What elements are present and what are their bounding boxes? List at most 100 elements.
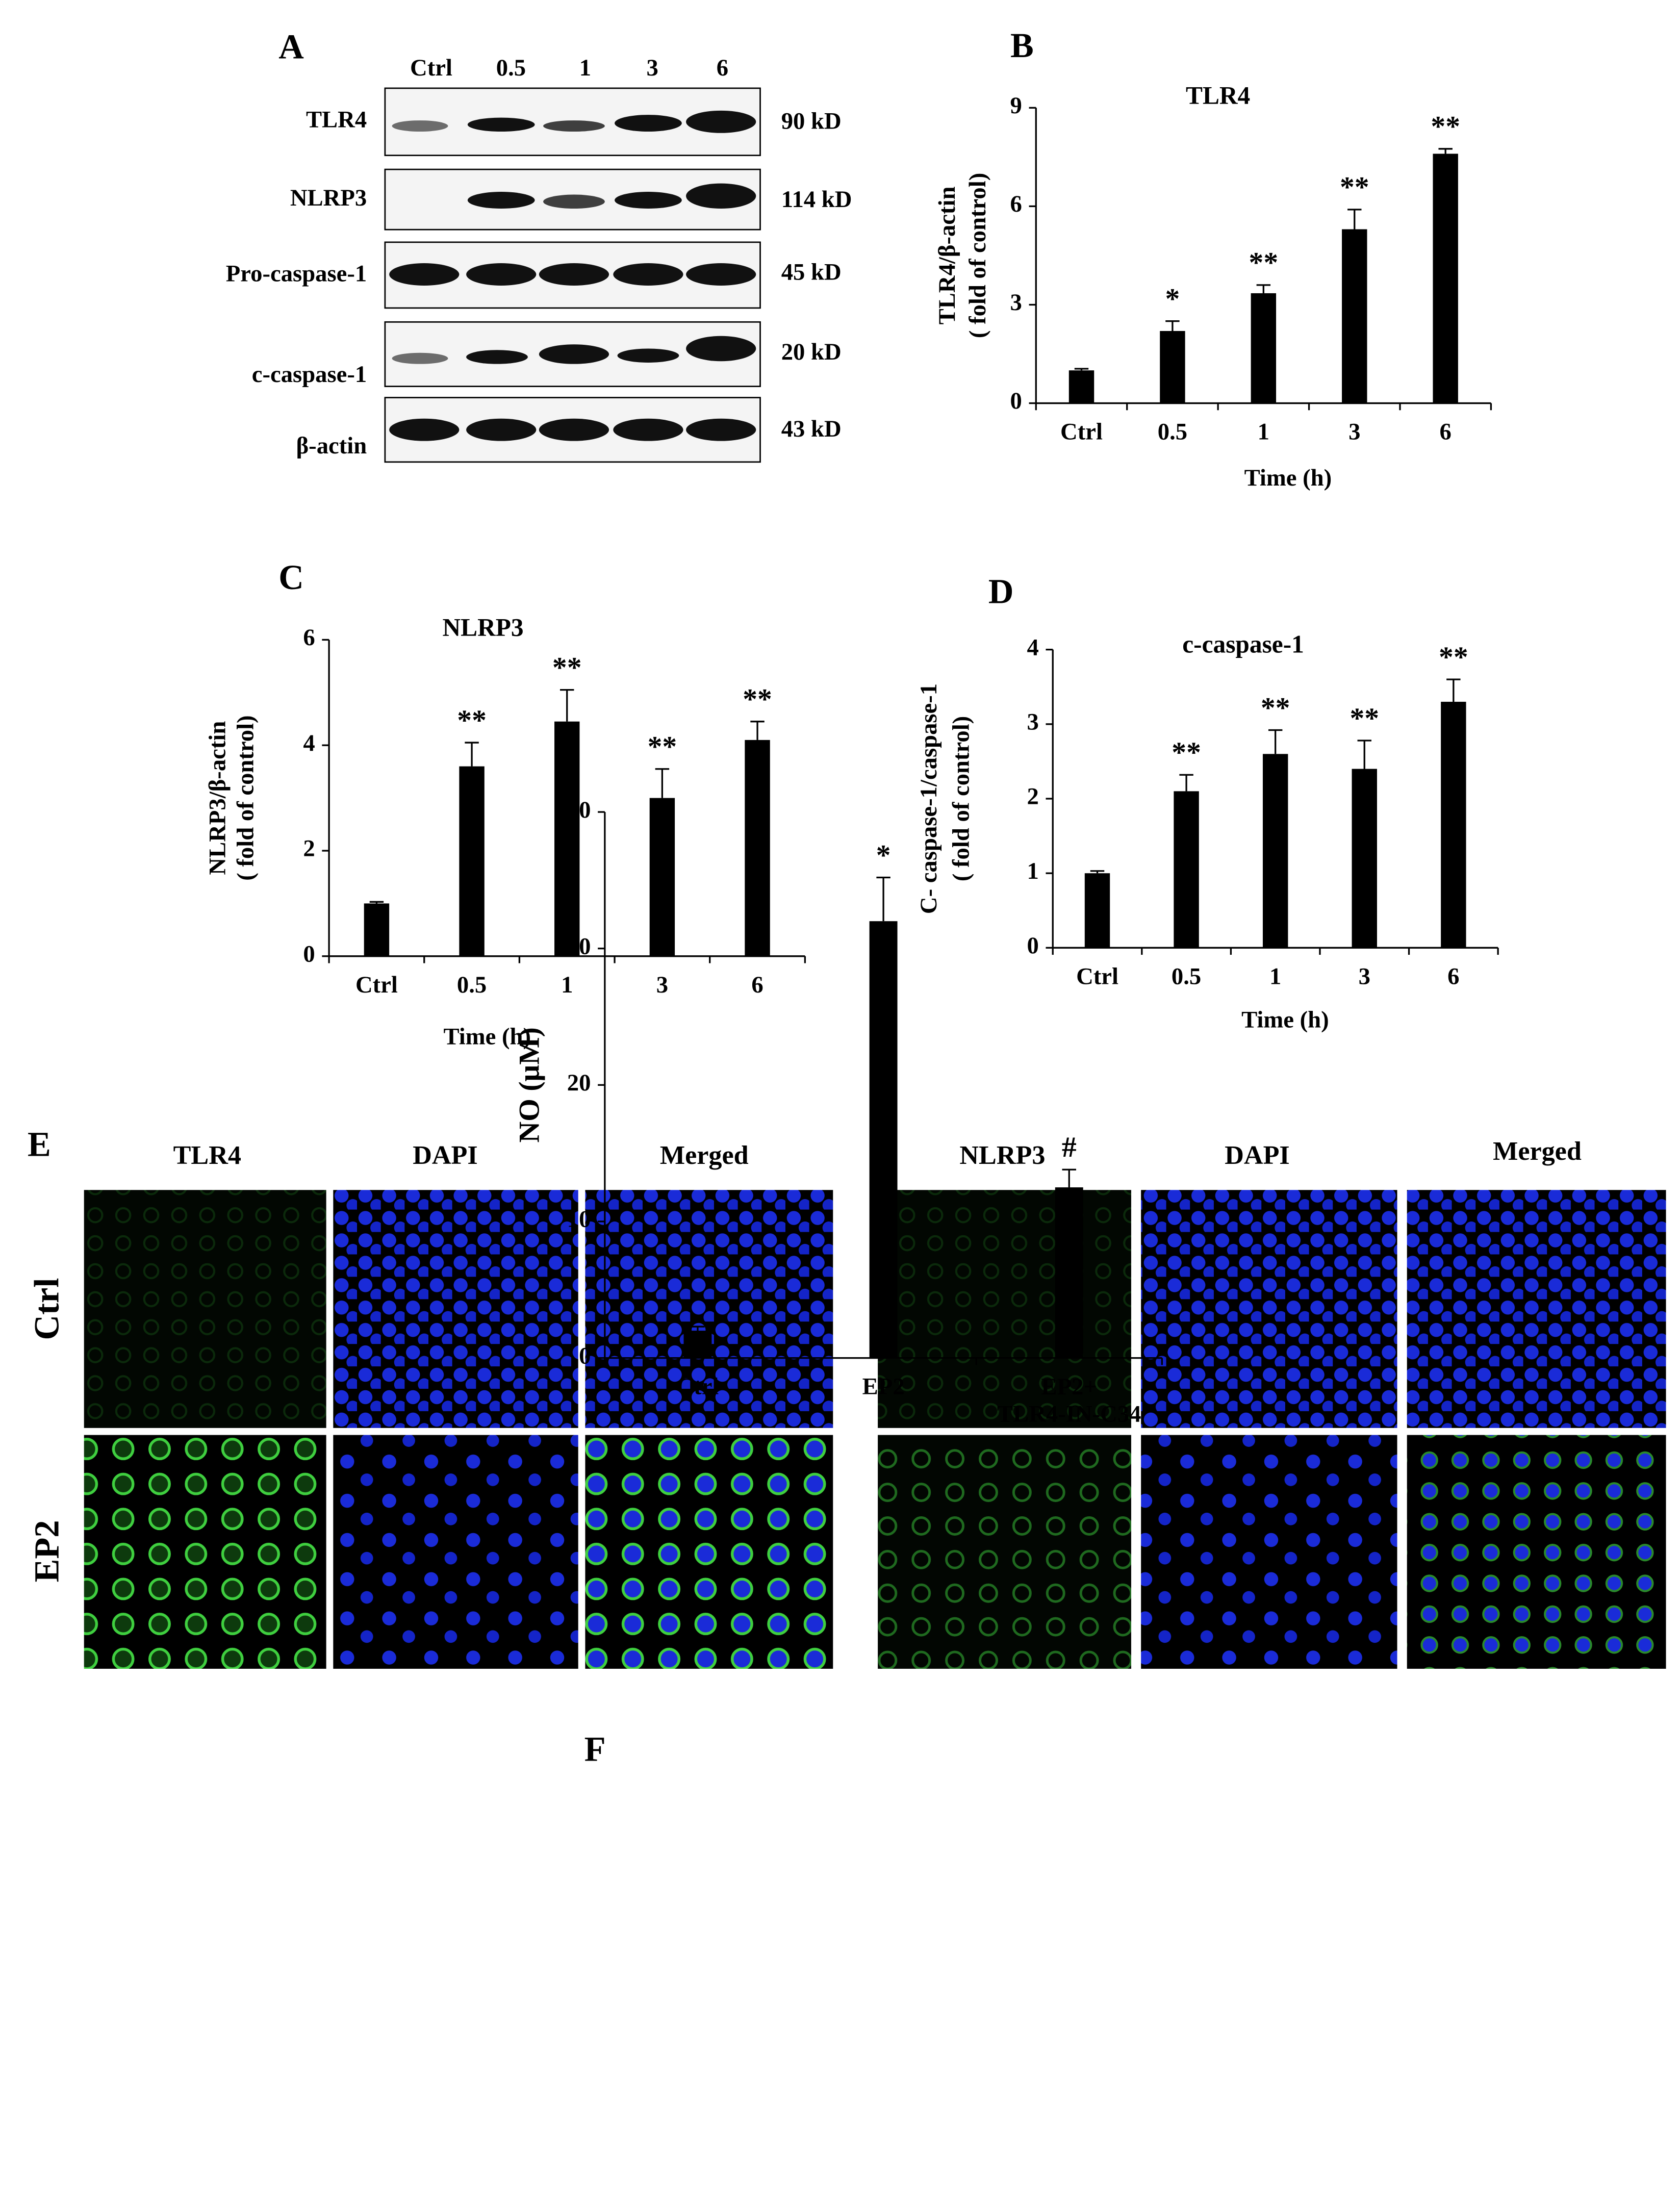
size-label: 20 kD: [781, 339, 842, 365]
y-tick-label: 0: [1010, 388, 1022, 414]
panel-letter: C: [278, 558, 304, 597]
error-bar: [1357, 740, 1371, 769]
bar: [1068, 370, 1094, 403]
chart-title: c-caspase-1: [1182, 630, 1304, 658]
y-tick-label: 2: [1027, 783, 1038, 810]
bar: [1441, 701, 1466, 948]
x-axis-label: Time (h): [444, 1023, 531, 1050]
y-tick-label: 0: [1027, 932, 1038, 959]
micrograph: [1407, 1190, 1666, 1428]
y-axis-label: NLRP3/β-actin: [205, 721, 231, 875]
y-tick-label: 2: [303, 835, 315, 862]
bar: [1160, 330, 1185, 403]
bar: [1433, 154, 1458, 403]
x-tick-label: EP2: [862, 1373, 905, 1400]
protein-label: Pro-caspase-1: [226, 260, 367, 287]
panel-letter: D: [988, 572, 1014, 610]
significance-label: **: [1431, 111, 1460, 143]
x-tick-label: 1: [1269, 963, 1281, 989]
bar: [1262, 754, 1288, 948]
error-bar: [1090, 870, 1105, 874]
lane-label: 6: [717, 55, 728, 81]
x-axis-label: Time (h): [1244, 465, 1332, 491]
size-label: 90 kD: [781, 108, 842, 134]
x-tick-label: 6: [1447, 963, 1459, 989]
y-axis-label: NO (μM): [513, 1027, 545, 1142]
column-label: DAPI: [1225, 1141, 1289, 1170]
x-axis-label: Time (h): [1241, 1007, 1329, 1033]
bar: [1055, 1187, 1083, 1358]
significance-label: **: [1172, 736, 1201, 769]
x-tick-label: Ctrl: [676, 1373, 719, 1400]
error-bar: [369, 901, 384, 904]
column-label: NLRP3: [959, 1141, 1045, 1170]
significance-label: *: [876, 839, 891, 871]
protein-label: TLR4: [306, 107, 367, 133]
micrograph: [1407, 1435, 1666, 1669]
chart-title: TLR4: [1186, 81, 1250, 109]
y-tick-label: 10: [567, 1206, 591, 1233]
y-tick-label: 3: [1027, 709, 1038, 735]
western-blot: A: [278, 28, 761, 463]
bar: [364, 903, 390, 956]
lane-label: 0.5: [496, 55, 526, 81]
column-label: DAPI: [413, 1141, 477, 1170]
micrograph: [1141, 1190, 1397, 1428]
micrograph: [585, 1190, 833, 1428]
y-axis-label: TLR4/β-actin: [934, 186, 960, 324]
size-label: 43 kD: [781, 416, 842, 442]
bar: [649, 798, 675, 956]
lane-label: 1: [579, 55, 591, 81]
micrographs: E TLR4 DAPI Merged NLRP3 DAPI Merged Ctr…: [28, 1125, 1666, 1669]
bar: [1352, 769, 1377, 948]
significance-label: **: [1249, 247, 1279, 279]
micrograph: [333, 1190, 578, 1428]
chart: 0 2 4 6 Ctrl 0.5 ** 1 ** 3 ** 6 ** NLRP3 C NLRP3/β-acti…: [205, 558, 806, 1050]
y-tick-label: 6: [303, 624, 315, 651]
x-tick-label: 1: [1258, 419, 1269, 445]
x-tick-label: 0.5: [457, 972, 487, 998]
significance-label: **: [1261, 692, 1290, 724]
error-bar: [1074, 368, 1089, 371]
micrograph: [585, 1435, 833, 1669]
significance-label: **: [1350, 702, 1379, 734]
lane-label: Ctrl: [410, 55, 452, 81]
significance-label: **: [648, 731, 677, 763]
micrograph: [878, 1190, 1131, 1428]
bar: [745, 740, 770, 956]
y-tick-label: 6: [1010, 191, 1022, 217]
error-bar: [655, 768, 670, 798]
micrograph: [878, 1435, 1131, 1669]
error-bar: [691, 1326, 705, 1331]
protein-label: β-actin: [296, 432, 367, 459]
x-tick-label: 0.5: [1172, 963, 1201, 989]
protein-label: NLRP3: [290, 185, 367, 211]
error-bar: [876, 876, 890, 922]
micrograph: [333, 1435, 578, 1669]
x-tick-label: Ctrl: [355, 972, 398, 998]
bands: [389, 110, 756, 441]
x-tick-label: Ctrl: [1060, 419, 1103, 445]
y-tick-label: 40: [567, 797, 591, 823]
y-tick-label: 0: [579, 1342, 591, 1369]
panel-letter: B: [1010, 26, 1034, 65]
bar: [1251, 293, 1277, 403]
error-bar: [1062, 1168, 1076, 1188]
error-bar: [1438, 148, 1453, 154]
significance-label: **: [457, 704, 487, 736]
significance-label: **: [1340, 171, 1369, 203]
significance-label: #: [1062, 1131, 1077, 1163]
bar: [459, 766, 485, 956]
bar: [683, 1331, 712, 1358]
error-bar: [1256, 284, 1271, 293]
x-tick-label: Ctrl: [1076, 963, 1118, 989]
column-label: TLR4: [173, 1141, 241, 1170]
chart: 0 3 6 9 Ctrl 0.5 * 1 ** 3 ** 6 ** TLR4 B TLR4/β-actin( …: [934, 26, 1492, 491]
micrograph: [1141, 1435, 1397, 1669]
error-bar: [1347, 209, 1362, 230]
x-tick-label: 1: [561, 972, 573, 998]
significance-label: *: [1165, 283, 1180, 315]
significance-label: **: [743, 683, 772, 716]
